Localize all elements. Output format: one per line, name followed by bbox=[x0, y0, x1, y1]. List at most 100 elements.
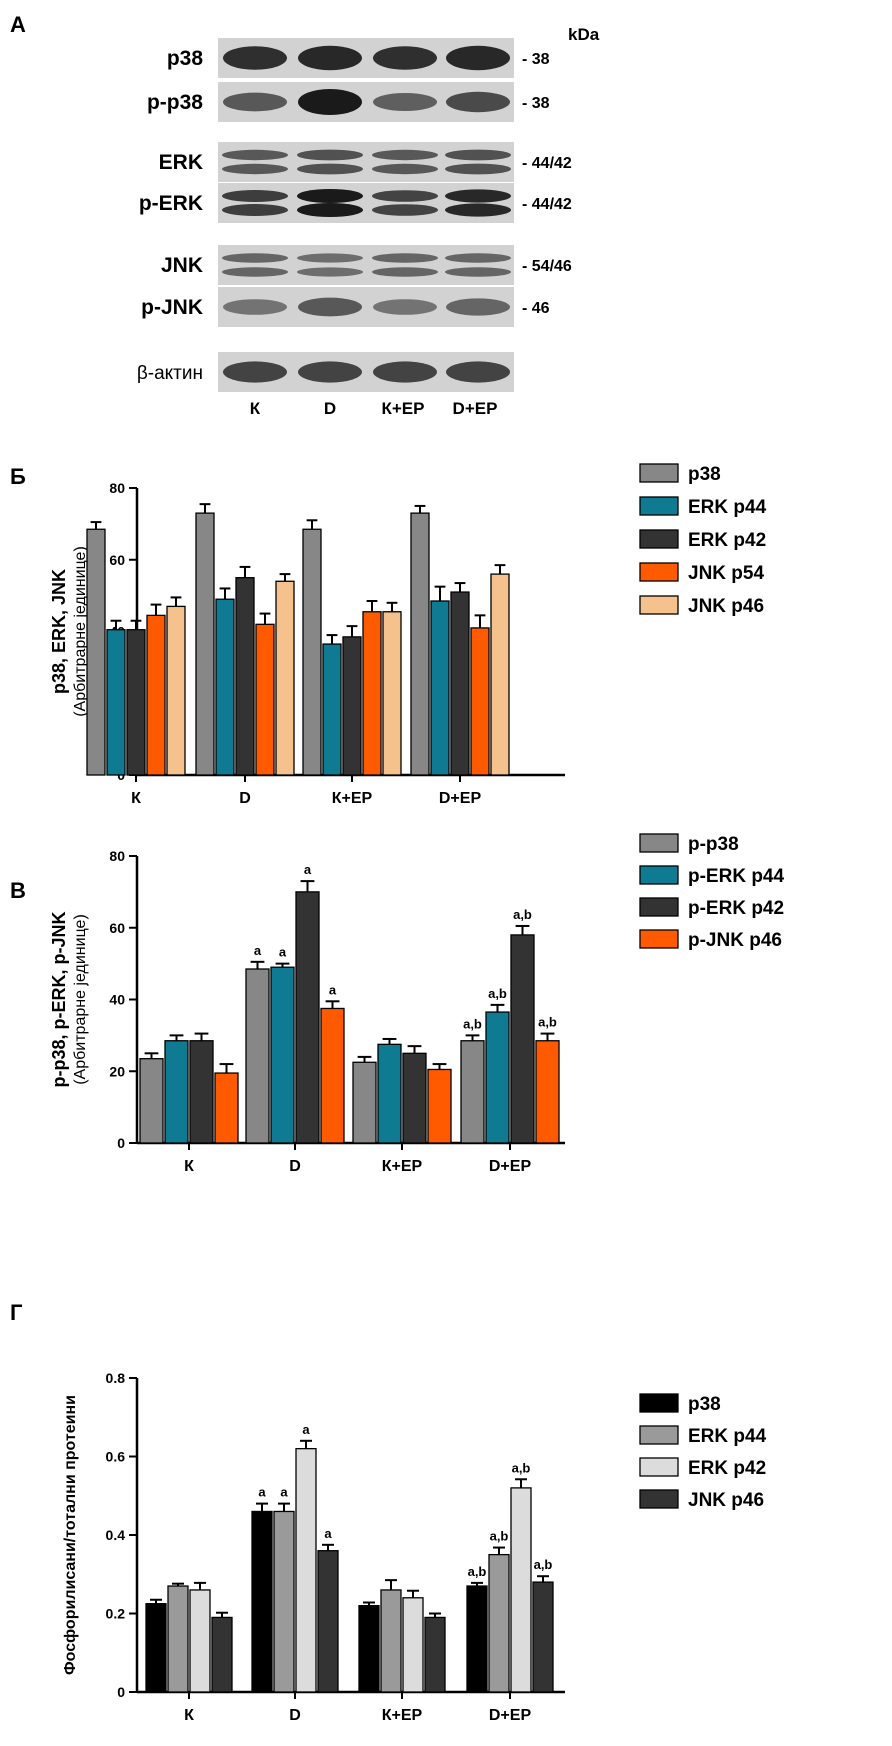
x-tick-label: D+EP bbox=[489, 1707, 532, 1724]
blot-row-label: β-актин bbox=[137, 363, 203, 384]
blot-strip bbox=[218, 183, 514, 223]
y-tick-label: 0.4 bbox=[106, 1527, 126, 1543]
panel-label-a: А bbox=[10, 12, 26, 37]
bar bbox=[427, 1068, 452, 1144]
significance-label: a,b bbox=[512, 1460, 531, 1475]
bar bbox=[295, 891, 320, 1144]
blot-band bbox=[297, 189, 363, 203]
y-tick-label: 0 bbox=[117, 1684, 125, 1700]
x-tick-label: D+EP bbox=[439, 790, 482, 807]
x-tick-label: К bbox=[131, 790, 141, 807]
bar bbox=[214, 1072, 239, 1144]
blot-band bbox=[297, 203, 363, 217]
legend-swatch bbox=[639, 496, 679, 516]
blot-band bbox=[445, 203, 511, 217]
significance-label: a,b bbox=[463, 1016, 482, 1031]
blot-size-label: - 38 bbox=[522, 51, 550, 68]
y-tick-label: 80 bbox=[109, 480, 125, 496]
bar bbox=[470, 627, 490, 776]
blot-band bbox=[373, 93, 437, 111]
legend-swatch bbox=[639, 595, 679, 615]
bar bbox=[510, 934, 535, 1144]
bar bbox=[377, 1043, 402, 1144]
blot-band bbox=[445, 253, 511, 263]
legend-label: JNK p54 bbox=[688, 563, 764, 584]
blot-row-label: JNK bbox=[161, 254, 203, 277]
legend-label: p-ERK p42 bbox=[688, 898, 784, 919]
bar bbox=[195, 512, 215, 776]
blot-band bbox=[222, 204, 288, 216]
bar bbox=[139, 1058, 164, 1144]
bar bbox=[485, 1011, 510, 1144]
blot-lane-label: К+ЕР bbox=[382, 399, 425, 418]
blot-band bbox=[446, 298, 510, 316]
bar bbox=[402, 1052, 427, 1144]
blot-band bbox=[297, 253, 363, 263]
bar bbox=[490, 573, 510, 776]
x-tick-label: D bbox=[289, 1707, 301, 1724]
bar bbox=[466, 1585, 488, 1693]
significance-label: a,b bbox=[538, 1015, 557, 1030]
blot-band bbox=[445, 267, 511, 277]
bar bbox=[322, 643, 342, 776]
blot-band bbox=[372, 267, 438, 277]
significance-label: a bbox=[304, 862, 312, 877]
blot-band bbox=[446, 45, 510, 71]
bar bbox=[245, 968, 270, 1144]
bar bbox=[430, 600, 450, 776]
y-axis-title: p-p38, p-ERK, p-JNK bbox=[49, 911, 69, 1087]
blot-size-label: - 44/42 bbox=[522, 196, 572, 213]
bar bbox=[145, 1603, 167, 1693]
y-axis-title: p38, ERK, JNK bbox=[49, 569, 69, 694]
bar bbox=[382, 611, 402, 776]
significance-label: a,b bbox=[513, 907, 532, 922]
blot-size-label: - 54/46 bbox=[522, 258, 572, 275]
significance-label: a bbox=[302, 1422, 310, 1437]
kda-label: kDa bbox=[568, 25, 600, 44]
blot-band bbox=[222, 267, 288, 277]
y-tick-label: 0 bbox=[117, 1135, 125, 1151]
bar bbox=[106, 629, 126, 776]
bar bbox=[317, 1550, 339, 1693]
blot-band bbox=[446, 91, 510, 113]
blot-band bbox=[223, 46, 287, 70]
blot-band bbox=[372, 149, 438, 161]
y-axis-subtitle: (Арбитрарне јединице) bbox=[72, 914, 89, 1085]
blot-band bbox=[372, 204, 438, 216]
bar bbox=[320, 1007, 345, 1144]
bar bbox=[215, 598, 235, 776]
y-tick-label: 20 bbox=[109, 1063, 125, 1079]
legend-label: ERK p44 bbox=[688, 497, 767, 518]
y-tick-label: 0.8 bbox=[106, 1370, 126, 1386]
blot-band bbox=[297, 163, 363, 175]
bar bbox=[424, 1616, 446, 1693]
bar bbox=[275, 580, 295, 776]
x-tick-label: К+ЕР bbox=[332, 790, 373, 807]
blot-band bbox=[445, 149, 511, 161]
legend-swatch bbox=[639, 929, 679, 949]
y-axis-subtitle: (Арбитрарне јединице) bbox=[72, 546, 89, 717]
bar bbox=[126, 629, 146, 776]
bar bbox=[166, 605, 186, 776]
legend-label: ERK p42 bbox=[688, 1458, 766, 1479]
chart-c: 0 20 40 60 80 p-p38, p-ERK, p-JNK (Арбитрарне … bbox=[49, 833, 785, 1175]
legend-label: p-JNK p46 bbox=[688, 930, 782, 951]
x-tick-label: К+ЕР bbox=[382, 1707, 423, 1724]
legend-label: JNK p46 bbox=[688, 596, 764, 617]
y-tick-label: 60 bbox=[109, 552, 125, 568]
blot-band bbox=[297, 267, 363, 277]
significance-label: a bbox=[254, 943, 262, 958]
significance-label: a bbox=[280, 1485, 288, 1500]
blot-row-label: ERK bbox=[159, 151, 203, 174]
blot-band bbox=[445, 163, 511, 175]
bar bbox=[488, 1553, 510, 1693]
blot-band bbox=[372, 253, 438, 263]
bar bbox=[164, 1040, 189, 1144]
y-axis-title: Фосфорилисани/тотални протеини bbox=[62, 1395, 79, 1675]
legend-swatch bbox=[639, 1425, 679, 1445]
legend-label: ERK p42 bbox=[688, 530, 766, 551]
chart-d: 0 0.2 0.4 0.6 0.8 Фосфорилисани/тотални проте… bbox=[62, 1370, 767, 1724]
blot-band bbox=[223, 92, 287, 112]
x-tick-label: D bbox=[239, 790, 251, 807]
